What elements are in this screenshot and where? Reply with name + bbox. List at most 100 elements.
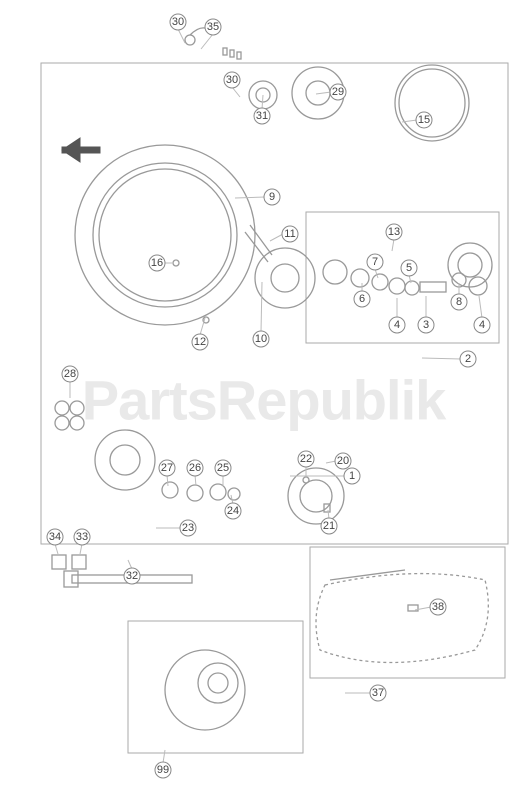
- callout-5: 5: [401, 260, 417, 276]
- callout-24: 24: [225, 503, 241, 519]
- callout-label: 33: [76, 531, 88, 543]
- leader-line: [232, 87, 240, 97]
- callout-label: 8: [456, 296, 462, 308]
- callout-15: 15: [416, 112, 432, 128]
- leader-line: [479, 296, 482, 318]
- callout-30: 30: [224, 72, 240, 88]
- rotation-arrow-icon: [62, 138, 100, 162]
- callout-29: 29: [330, 84, 346, 100]
- leader-line: [167, 475, 168, 486]
- callout-1: 1: [344, 468, 360, 484]
- callout-4: 4: [389, 317, 405, 333]
- bolts-illustration: [223, 48, 241, 59]
- callout-label: 23: [182, 522, 194, 534]
- damper-illustration: [55, 401, 84, 430]
- frame-box: [41, 63, 508, 544]
- callout-26: 26: [187, 460, 203, 476]
- callout-20: 20: [335, 453, 351, 469]
- callout-11: 11: [282, 226, 298, 242]
- leader-line: [178, 29, 185, 43]
- callout-label: 38: [432, 601, 444, 613]
- callout-label: 37: [372, 687, 384, 699]
- callout-37: 37: [370, 685, 386, 701]
- callout-label: 28: [64, 368, 76, 380]
- callout-3: 3: [418, 317, 434, 333]
- leader-line: [392, 239, 394, 251]
- callout-27: 27: [159, 460, 175, 476]
- callout-label: 20: [337, 455, 349, 467]
- callout-label: 1: [349, 470, 355, 482]
- parts-diagram: 3035303129159111612101375643842128343332…: [0, 0, 527, 800]
- callout-label: 7: [372, 256, 378, 268]
- callout-label: 15: [418, 114, 430, 126]
- callout-label: 22: [300, 453, 312, 465]
- axle-illustration: [52, 555, 192, 587]
- callout-25: 25: [215, 460, 231, 476]
- callout-label: 3: [423, 319, 429, 331]
- callout-label: 30: [226, 74, 238, 86]
- callout-12: 12: [192, 334, 208, 350]
- leader-line: [163, 750, 165, 763]
- callout-33: 33: [74, 529, 90, 545]
- callout-label: 13: [388, 226, 400, 238]
- callout-label: 35: [207, 21, 219, 33]
- callout-label: 10: [255, 333, 267, 345]
- callout-99: 99: [155, 762, 171, 778]
- callout-label: 26: [189, 462, 201, 474]
- callout-32: 32: [124, 568, 140, 584]
- callout-label: 9: [269, 191, 275, 203]
- chain-illustration: [316, 570, 488, 663]
- leader-line: [261, 282, 262, 332]
- leader-line: [80, 544, 82, 554]
- leader-line: [422, 358, 461, 359]
- callout-label: 27: [161, 462, 173, 474]
- callout-label: 12: [194, 336, 206, 348]
- leader-line: [270, 234, 283, 241]
- sprocket-kit-illustration: [165, 650, 245, 730]
- callout-2: 2: [460, 351, 476, 367]
- callout-35: 35: [205, 19, 221, 35]
- callout-label: 30: [172, 16, 184, 28]
- leader-line: [326, 461, 336, 463]
- callout-label: 11: [284, 228, 295, 240]
- leader-line: [262, 95, 263, 109]
- callout-6: 6: [354, 291, 370, 307]
- leader-line: [235, 197, 265, 198]
- callout-9: 9: [264, 189, 280, 205]
- callout-label: 31: [256, 110, 268, 122]
- callout-label: 2: [465, 353, 471, 365]
- rim-illustration: [75, 145, 255, 325]
- callout-22: 22: [298, 451, 314, 467]
- callout-16: 16: [149, 255, 165, 271]
- tire-band-illustration: [395, 65, 469, 141]
- callout-38: 38: [430, 599, 446, 615]
- callout-label: 5: [406, 262, 412, 274]
- callout-13: 13: [386, 224, 402, 240]
- callout-label: 4: [394, 319, 400, 331]
- callout-label: 99: [157, 764, 169, 776]
- callout-label: 4: [479, 319, 485, 331]
- leader-line: [195, 475, 196, 486]
- callout-28: 28: [62, 366, 78, 382]
- callout-label: 24: [227, 505, 239, 517]
- callout-21: 21: [321, 518, 337, 534]
- callout-label: 25: [217, 462, 229, 474]
- callout-23: 23: [180, 520, 196, 536]
- frame-box: [128, 621, 303, 753]
- callout-label: 32: [126, 570, 138, 582]
- callout-label: 29: [332, 86, 344, 98]
- leader-line: [201, 34, 213, 49]
- sensor-illustration: [185, 28, 208, 45]
- spoke-illustration: [173, 225, 272, 323]
- callout-label: 6: [359, 293, 365, 305]
- callout-label: 34: [49, 531, 61, 543]
- callout-34: 34: [47, 529, 63, 545]
- frame-box: [310, 547, 505, 678]
- leader-line: [55, 544, 58, 554]
- callout-label: 16: [151, 257, 163, 269]
- callout-30: 30: [170, 14, 186, 30]
- callout-4: 4: [474, 317, 490, 333]
- callout-7: 7: [367, 254, 383, 270]
- callout-10: 10: [253, 331, 269, 347]
- callout-8: 8: [451, 294, 467, 310]
